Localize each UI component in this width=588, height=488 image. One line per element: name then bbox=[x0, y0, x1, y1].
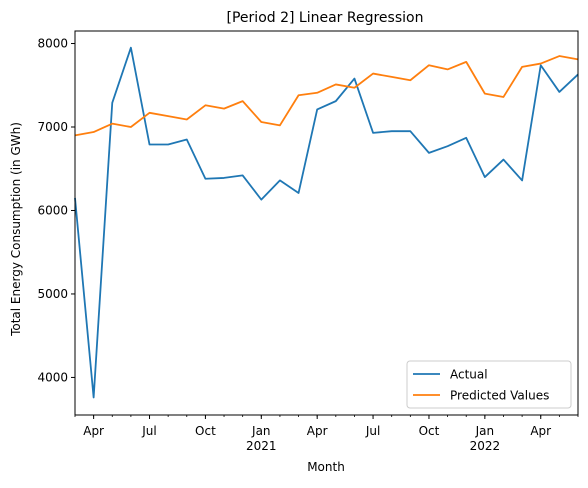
x-tick-label: Apr bbox=[307, 424, 328, 438]
series-layer bbox=[74, 46, 579, 399]
x-tick-label: Jul bbox=[365, 424, 380, 438]
series-line-predicted-values bbox=[74, 55, 579, 137]
y-tick-label: 6000 bbox=[37, 203, 68, 217]
x-tick-label: Oct bbox=[419, 424, 440, 438]
y-tick-label: 5000 bbox=[37, 287, 68, 301]
series-line-actual bbox=[74, 46, 579, 399]
y-tick-label: 4000 bbox=[37, 370, 68, 384]
legend-label-actual: Actual bbox=[450, 368, 488, 382]
legend: Actual Predicted Values bbox=[406, 360, 572, 409]
y-tick-label: 8000 bbox=[37, 37, 68, 51]
y-tick-label: 7000 bbox=[37, 120, 68, 134]
x-tick-label: Apr bbox=[83, 424, 104, 438]
x-tick-label: Jan bbox=[251, 424, 271, 438]
y-axis-label: Total Energy Consumption (in GWh) bbox=[9, 122, 23, 337]
legend-box bbox=[406, 360, 572, 409]
y-axis: 4000 5000 6000 7000 8000 bbox=[37, 37, 75, 384]
plot-frame bbox=[74, 30, 579, 416]
chart-title: [Period 2] Linear Regression bbox=[227, 10, 424, 26]
legend-label-predicted-values: Predicted Values bbox=[450, 389, 549, 403]
x-tick-label: Apr bbox=[530, 424, 551, 438]
x-tick-label: Jan bbox=[475, 424, 495, 438]
x-tick-year-label: 2022 bbox=[470, 439, 501, 453]
x-axis-label: Month bbox=[307, 460, 345, 474]
x-tick-label: Jul bbox=[141, 424, 156, 438]
x-tick-label: Oct bbox=[195, 424, 216, 438]
x-tick-year-label: 2021 bbox=[246, 439, 277, 453]
